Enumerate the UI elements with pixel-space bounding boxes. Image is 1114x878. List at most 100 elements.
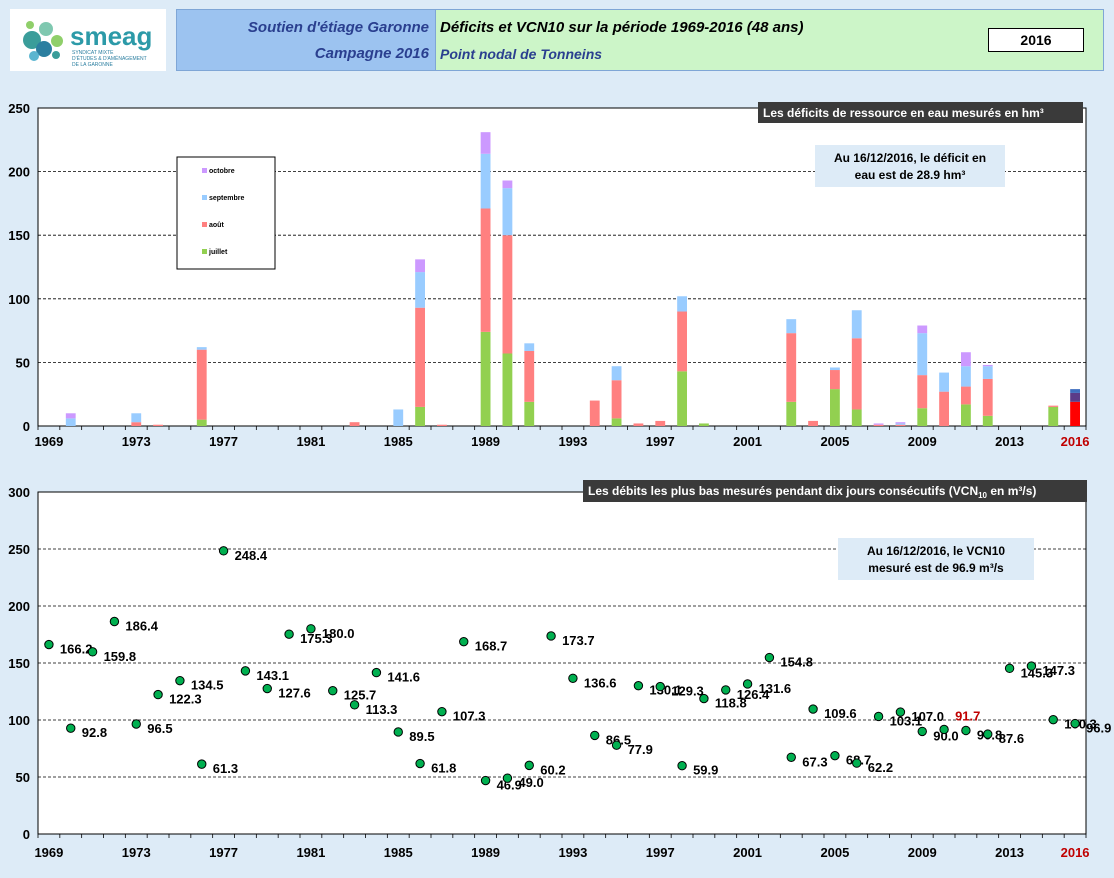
logo: smeag SYNDICAT MIXTE D'ÉTUDES & D'AMÉNAG…	[10, 9, 166, 71]
deficit-x-tick-label: 1985	[384, 434, 413, 449]
vcn10-point	[524, 760, 534, 771]
deficit-bar-septembre	[1070, 389, 1080, 393]
deficit-y-tick-label: 150	[8, 228, 30, 243]
vcn10-data-label: 91.7	[955, 708, 980, 723]
vcn10-data-label: 129.3	[671, 684, 704, 699]
vcn10-point	[131, 719, 141, 729]
vcn10-x-tick-label: 2016	[1061, 845, 1090, 860]
deficit-x-tick-label: 1969	[34, 434, 63, 449]
deficit-bar-octobre	[502, 180, 513, 189]
deficit-x-tick-label: 1973	[122, 434, 151, 449]
header-station: Point nodal de Tonneins	[440, 46, 603, 62]
vcn10-point	[306, 624, 316, 634]
legend-label-octobre: octobre	[209, 168, 235, 175]
vcn10-point	[109, 616, 120, 627]
vcn10-point	[1004, 663, 1015, 674]
vcn10-data-label: 96.5	[147, 721, 172, 736]
vcn10-data-label: 175.3	[300, 631, 333, 646]
vcn10-data-label: 127.6	[278, 686, 311, 701]
vcn10-data-label: 61.3	[213, 761, 238, 776]
vcn10-x-tick-label: 1993	[558, 845, 587, 860]
vcn10-point	[437, 706, 447, 717]
vcn10-point	[328, 686, 338, 696]
header-chart-title: Déficits et VCN10 sur la période 1969-20…	[440, 19, 804, 36]
vcn10-data-label: 131.6	[759, 681, 792, 696]
vcn10-data-label: 113.3	[366, 702, 398, 717]
deficit-x-tick-label: 1981	[296, 434, 325, 449]
vcn10-y-tick-label: 0	[23, 827, 30, 842]
vcn10-data-label: 77.9	[628, 742, 653, 757]
deficit-bar-septembre	[677, 296, 687, 312]
vcn10-point	[218, 546, 229, 556]
vcn10-x-tick-label: 1969	[34, 845, 63, 860]
vcn10-x-tick-label: 1997	[646, 845, 675, 860]
vcn10-data-label: 166.2	[60, 642, 93, 657]
deficit-bar-aout	[677, 311, 687, 372]
vcn10-x-tick-label: 1973	[122, 845, 151, 860]
vcn10-data-label: 141.6	[387, 670, 420, 685]
vcn10-data-label: 173.7	[562, 633, 595, 648]
vcn10-y-tick-label: 200	[8, 599, 30, 614]
deficit-bar-juillet	[196, 419, 207, 426]
deficit-bar-septembre	[415, 272, 425, 308]
deficit-bar-aout	[480, 208, 491, 332]
vcn10-data-label: 248.4	[235, 548, 268, 563]
vcn10-data-label: 90.0	[933, 728, 958, 743]
vcn10-annotation-line2: mesuré est de 96.9 m³/s	[868, 561, 1004, 575]
deficit-bar-aout	[655, 420, 666, 426]
vcn10-point	[611, 740, 622, 750]
vcn10-point	[852, 758, 862, 768]
deficit-bar-aout	[851, 338, 862, 410]
vcn10-annotation-box	[838, 538, 1034, 580]
deficit-x-tick-label: 1977	[209, 434, 238, 449]
vcn10-y-tick-label: 300	[8, 485, 30, 500]
deficit-bar-septembre	[524, 343, 535, 351]
deficit-bar-juillet	[786, 401, 797, 426]
vcn10-point	[415, 758, 425, 769]
deficit-bar-juillet	[982, 415, 993, 426]
vcn10-point	[153, 689, 163, 700]
vcn10-data-label: 147.3	[1042, 663, 1075, 678]
vcn10-data-label: 122.3	[169, 692, 202, 707]
deficit-bar-juillet	[917, 408, 928, 426]
vcn10-point	[655, 681, 665, 692]
deficit-bar-septembre	[502, 188, 513, 236]
deficit-bar-aout	[1070, 392, 1080, 402]
deficit-bar-juillet	[502, 353, 513, 426]
vcn10-point	[1048, 714, 1058, 725]
deficit-bar-octobre	[65, 413, 76, 419]
vcn10-x-tick-label: 2005	[820, 845, 849, 860]
deficit-bar-octobre	[480, 132, 491, 154]
deficit-bar-septembre	[895, 423, 906, 425]
legend-swatch-septembre	[202, 195, 207, 200]
deficit-bar-juillet	[699, 423, 709, 426]
vcn10-point	[633, 680, 644, 691]
deficit-x-tick-label: 1993	[558, 434, 587, 449]
deficit-bar-octobre	[961, 352, 971, 367]
vcn10-point	[480, 775, 491, 786]
legend-swatch-juillet	[202, 249, 207, 254]
vcn10-chart: 0 50 100 150 200 250 300 1969 1973 1977 1981 1985 1…	[8, 480, 1111, 860]
vcn10-point	[87, 647, 98, 657]
vcn10-point	[808, 704, 818, 714]
deficit-bar-septembre	[131, 413, 142, 423]
deficit-bar-septembre	[393, 409, 404, 426]
vcn10-data-label: 86.5	[606, 732, 631, 747]
deficit-bar-aout	[939, 391, 949, 426]
vcn10-point	[44, 639, 54, 650]
vcn10-point	[939, 724, 949, 735]
header-left-panel: Soutien d'étiage Garonne Campagne 2016	[176, 9, 436, 71]
vcn10-data-label: 109.6	[824, 706, 857, 721]
deficit-bar-octobre	[895, 422, 906, 424]
vcn10-point	[895, 707, 906, 717]
deficit-chart-title: Les déficits de ressource en eau mesurés…	[763, 106, 1044, 120]
vcn10-y-tick-label: 100	[8, 713, 30, 728]
deficit-y-tick-label: 200	[8, 165, 30, 180]
vcn10-point	[873, 711, 884, 722]
vcn10-point	[66, 723, 76, 733]
vcn10-point	[349, 700, 360, 710]
vcn10-point	[764, 652, 775, 663]
legend-swatch-octobre	[202, 168, 207, 173]
deficit-bar-septembre	[65, 418, 76, 426]
